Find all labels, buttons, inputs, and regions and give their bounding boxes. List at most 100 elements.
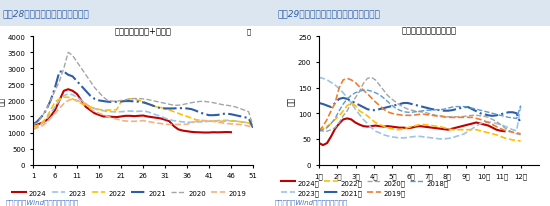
2019: [30, 129, 36, 131]
2021年: [340, 97, 346, 100]
2022年: [348, 102, 355, 105]
2021年: [364, 108, 371, 111]
2020年: [380, 89, 387, 92]
2024: [175, 129, 182, 131]
2024年: [489, 127, 496, 129]
2024年: [425, 126, 431, 129]
2024: [60, 90, 67, 93]
2024: [118, 116, 124, 118]
Line: 2022: 2022: [33, 98, 253, 126]
2024: [157, 118, 164, 120]
2018年: [453, 106, 459, 108]
2024: [100, 116, 107, 118]
2024: [30, 125, 36, 128]
Line: 2020: 2020: [33, 53, 253, 126]
2024年: [320, 144, 326, 147]
2020年: [453, 116, 459, 118]
2024年: [364, 126, 371, 128]
2024: [162, 119, 168, 121]
2020年: [384, 95, 391, 97]
2020年: [316, 129, 322, 131]
2024: [122, 115, 129, 117]
2023年: [453, 136, 459, 138]
Line: 2021: 2021: [33, 72, 253, 128]
2023年: [465, 130, 471, 133]
2024: [39, 122, 45, 124]
2024年: [497, 130, 504, 132]
2024年: [433, 127, 439, 130]
2024年: [409, 127, 415, 129]
2023: [250, 125, 256, 127]
2018年: [465, 106, 471, 109]
2024: [214, 131, 221, 134]
Line: 2020年: 2020年: [319, 78, 521, 135]
2022年: [513, 139, 520, 142]
2022年: [453, 129, 459, 131]
Line: 2019: 2019: [33, 99, 253, 130]
2019年: [513, 132, 520, 134]
2019: [192, 121, 199, 123]
2020年: [518, 134, 524, 136]
2021: [245, 117, 252, 120]
2020: [82, 74, 89, 77]
2023年: [518, 106, 524, 108]
Text: 图表28：近半月钢材库存环比持续: 图表28：近半月钢材库存环比持续: [3, 9, 90, 18]
2022年: [384, 127, 391, 129]
2024年: [441, 128, 447, 131]
2022年: [316, 130, 322, 133]
2021年: [316, 102, 322, 105]
2021年: [518, 123, 524, 125]
Title: 中国库存：电解铝：合计: 中国库存：电解铝：合计: [402, 26, 456, 35]
2019年: [465, 117, 471, 119]
2024: [78, 100, 85, 102]
2024: [206, 132, 212, 134]
2024: [192, 131, 199, 134]
2024年: [352, 122, 359, 124]
2021: [100, 100, 107, 103]
2022: [192, 119, 199, 121]
Line: 2018年: 2018年: [319, 91, 521, 132]
2024年: [388, 126, 395, 128]
2020年: [513, 133, 520, 135]
2021年: [380, 107, 387, 110]
2018年: [384, 101, 391, 103]
2024: [104, 116, 111, 118]
2021: [179, 107, 186, 110]
2024年: [316, 142, 322, 145]
Line: 2021年: 2021年: [319, 98, 521, 124]
2019: [104, 116, 111, 118]
2020: [192, 101, 199, 104]
2018年: [513, 118, 520, 120]
2022年: [465, 129, 471, 131]
2024: [34, 124, 41, 126]
Line: 2022年: 2022年: [319, 103, 521, 141]
2024: [47, 116, 54, 118]
2024年: [481, 124, 488, 126]
2019年: [518, 133, 524, 135]
2024: [228, 131, 234, 134]
2023: [82, 103, 89, 105]
2018年: [518, 105, 524, 107]
2022: [60, 96, 67, 99]
2019: [100, 114, 107, 117]
2024年: [336, 123, 343, 125]
2024年: [328, 136, 334, 138]
2024年: [397, 127, 403, 129]
2024年: [493, 129, 500, 131]
2021年: [465, 106, 471, 109]
2019: [69, 98, 76, 101]
2022: [100, 109, 107, 112]
Legend: 2024, 2023, 2022, 2021, 2020, 2019: 2024, 2023, 2022, 2021, 2020, 2019: [9, 187, 249, 198]
2024: [166, 121, 173, 123]
Line: 2023: 2023: [33, 95, 253, 130]
Title: 钢材库存（厂库+社库）: 钢材库存（厂库+社库）: [114, 26, 172, 35]
2024年: [384, 125, 391, 128]
2024年: [356, 124, 362, 126]
2019年: [316, 130, 322, 133]
2024年: [376, 125, 383, 128]
2024: [126, 115, 133, 117]
Text: 图表29：近半月电解铝库存环比延续回落: 图表29：近半月电解铝库存环比延续回落: [278, 9, 381, 18]
2022: [245, 122, 252, 124]
2023: [30, 129, 36, 131]
2018年: [316, 130, 322, 133]
